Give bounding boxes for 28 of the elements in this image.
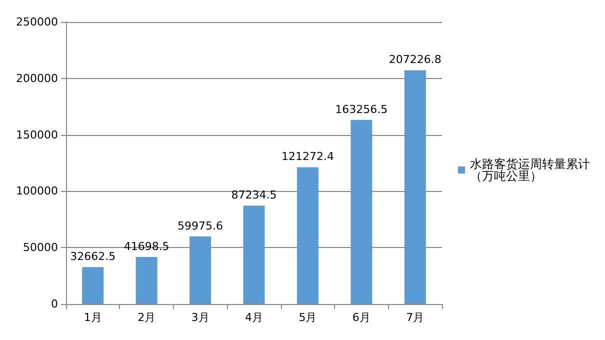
bar [136, 256, 158, 304]
bar [243, 206, 265, 304]
bar [350, 120, 372, 304]
legend-label: 水路客货运周转量累计（万吨公里） [470, 157, 590, 183]
y-tick-label: 250000 [16, 16, 58, 28]
data-label: 207226.8 [388, 53, 442, 66]
bar [296, 167, 318, 304]
data-label: 87234.5 [231, 188, 277, 202]
x-tick-label: 3月 [191, 311, 210, 324]
y-tick-label: 200000 [16, 72, 58, 85]
x-tick-label: 5月 [298, 311, 317, 324]
data-label: 59975.6 [178, 219, 224, 232]
x-tick-label: 1月 [84, 311, 102, 324]
y-tick-label: 0 [51, 298, 58, 310]
x-tick-label: 7月 [406, 311, 424, 324]
data-label: 163256.5 [335, 102, 388, 116]
bar [190, 236, 212, 304]
bar [404, 70, 426, 304]
y-tick-label: 150000 [16, 128, 58, 142]
x-tick-label: 2月 [138, 311, 156, 324]
data-label: 41698.5 [124, 240, 170, 253]
data-label: 32662.5 [70, 250, 116, 264]
y-tick-label: 100000 [16, 184, 58, 198]
data-label: 121272.4 [281, 150, 334, 164]
x-tick-label: 4月 [245, 311, 263, 324]
bar [82, 267, 104, 304]
y-tick-label: 50000 [23, 241, 58, 254]
x-tick-label: 6月 [352, 311, 370, 324]
